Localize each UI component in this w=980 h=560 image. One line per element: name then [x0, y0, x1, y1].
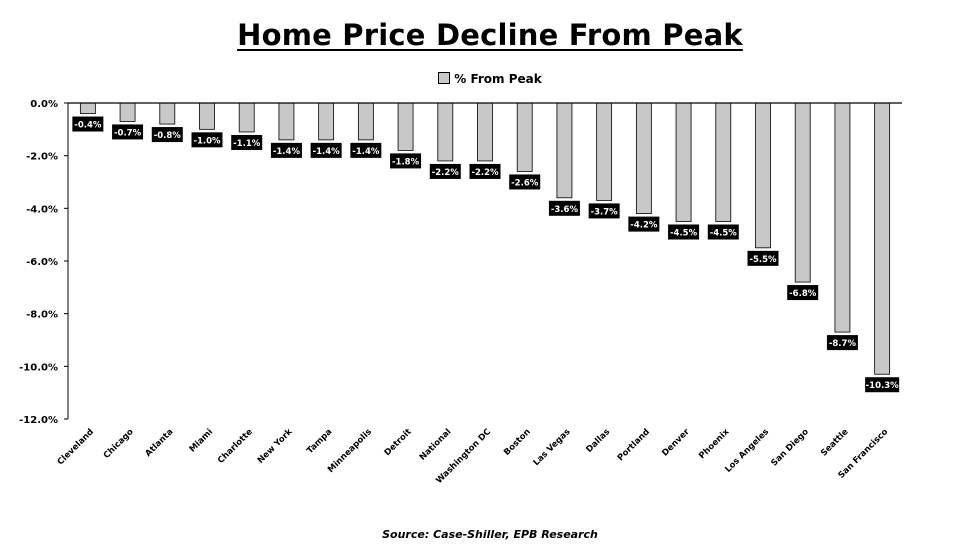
- x-tick-label: Phoenix: [697, 427, 732, 462]
- data-label-bg: [509, 174, 541, 190]
- data-label-bg: [588, 203, 620, 219]
- y-tick-label: -8.0%: [26, 310, 58, 321]
- data-label-bg: [72, 116, 104, 132]
- x-tick-label: Cleveland: [56, 427, 96, 467]
- data-label: -1.1%: [233, 139, 261, 149]
- data-label: -0.7%: [114, 128, 142, 138]
- data-label: -5.5%: [749, 255, 777, 265]
- bar: [794, 102, 811, 283]
- bar: [318, 102, 335, 141]
- data-label: -1.4%: [352, 147, 380, 157]
- data-label-bg: [826, 335, 858, 351]
- data-label-bg: [668, 224, 700, 240]
- legend-label: % From Peak: [454, 72, 542, 86]
- data-label-bg: [548, 200, 580, 216]
- y-tick-label: -4.0%: [26, 204, 58, 215]
- bar: [834, 102, 851, 333]
- bar: [715, 102, 732, 222]
- x-tick-label: New York: [256, 427, 295, 466]
- x-tick-label: Portland: [616, 427, 652, 463]
- x-tick-label: San Diego: [769, 427, 810, 468]
- y-tick-label: 0.0%: [30, 99, 58, 110]
- data-label-bg: [350, 142, 382, 158]
- bar: [675, 102, 692, 222]
- data-label: -6.8%: [789, 289, 817, 299]
- legend-swatch: [438, 72, 451, 84]
- data-label-bg: [628, 216, 660, 232]
- data-label: -1.0%: [193, 136, 221, 146]
- bar: [278, 102, 295, 141]
- data-label: -2.2%: [432, 168, 460, 178]
- data-label: -0.8%: [154, 131, 182, 141]
- data-label-bg: [787, 285, 819, 301]
- bar: [477, 102, 493, 162]
- data-label: -2.6%: [511, 178, 539, 188]
- data-label-bg: [390, 153, 422, 169]
- y-tick-label: -2.0%: [26, 152, 58, 163]
- x-tick-label: National: [418, 427, 454, 463]
- data-label: -3.7%: [591, 207, 619, 217]
- data-label: -0.4%: [74, 121, 102, 131]
- x-tick-label: Detroit: [383, 427, 414, 458]
- y-tick-label: -6.0%: [26, 257, 58, 268]
- bar: [357, 102, 374, 141]
- source-note: Source: Case-Shiller, EPB Research: [382, 528, 598, 541]
- bar: [755, 102, 771, 249]
- bar: [437, 102, 454, 162]
- x-tick-label: Tampa: [305, 427, 334, 456]
- y-tick-label: -10.0%: [19, 362, 58, 373]
- bar: [596, 102, 613, 201]
- bar: [119, 102, 136, 122]
- data-label-bg: [112, 124, 144, 140]
- data-label: -1.4%: [273, 147, 301, 157]
- bar: [516, 102, 533, 172]
- x-tick-label: Boston: [502, 427, 533, 458]
- x-tick-label: Dallas: [584, 427, 612, 455]
- data-label: -1.4%: [313, 147, 341, 157]
- data-label: -8.7%: [829, 339, 857, 349]
- bar: [635, 102, 652, 214]
- data-label: -4.2%: [630, 221, 658, 231]
- y-tick-label: -12.0%: [19, 415, 58, 426]
- data-label: -1.8%: [392, 157, 420, 167]
- legend: % From Peak: [0, 72, 980, 86]
- data-label: -2.2%: [471, 168, 499, 178]
- chart-title: Home Price Decline From Peak: [237, 18, 743, 52]
- x-tick-label: Chicago: [102, 427, 136, 461]
- data-label-bg: [469, 163, 501, 179]
- bar: [238, 102, 255, 133]
- x-tick-label: Seattle: [819, 427, 851, 459]
- data-label-bg: [747, 250, 779, 266]
- x-tick-label: Atlanta: [143, 427, 175, 459]
- x-tick-label: Charlotte: [216, 427, 255, 466]
- data-label-bg: [707, 224, 739, 240]
- data-label: -4.5%: [710, 229, 738, 239]
- data-label-bg: [865, 377, 900, 393]
- data-label-bg: [429, 163, 461, 179]
- bar: [874, 102, 891, 375]
- data-label-bg: [270, 142, 302, 158]
- x-tick-label: Las Vegas: [532, 427, 573, 468]
- x-tick-label: Miami: [188, 427, 216, 455]
- data-label: -3.6%: [551, 205, 579, 215]
- bar: [199, 102, 215, 130]
- bar: [556, 102, 573, 199]
- data-label-bg: [151, 127, 183, 143]
- bar: [79, 102, 96, 114]
- data-label-bg: [310, 142, 342, 158]
- bar: [397, 102, 414, 151]
- data-label-bg: [191, 132, 223, 148]
- x-tick-label: Denver: [660, 426, 692, 458]
- data-label: -4.5%: [670, 229, 698, 239]
- data-label-bg: [231, 134, 263, 150]
- data-label: -10.3%: [866, 381, 899, 391]
- bar: [159, 102, 176, 125]
